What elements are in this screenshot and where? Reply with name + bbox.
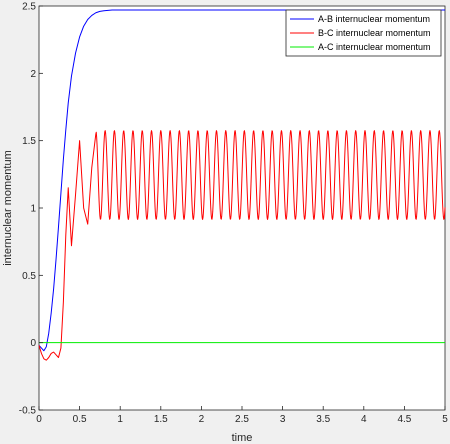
x-tick-label: 0 — [36, 414, 42, 425]
x-tick-label: 5 — [442, 414, 448, 425]
series-line-a-b — [38, 9, 445, 352]
x-axis-label: time — [232, 432, 253, 444]
y-tick-label: 1.5 — [22, 136, 36, 147]
series-line-b-c — [38, 130, 446, 361]
series-layer — [38, 9, 446, 361]
y-tick-label: 0.5 — [22, 271, 36, 282]
y-tick-label: -0.5 — [19, 406, 37, 417]
x-tick-label: 4 — [361, 414, 367, 425]
x-tick-label: 2 — [199, 414, 205, 425]
y-tick-label: 2 — [30, 69, 36, 80]
y-tick-label: 1 — [30, 204, 36, 215]
x-tick-label: 2.5 — [235, 414, 249, 425]
legend-label-a-b: A-B internuclear momentum — [318, 14, 430, 24]
y-tick-label: 2.5 — [22, 2, 36, 13]
y-axis-label: internuclear momentum — [2, 150, 14, 266]
x-tick-label: 1.5 — [154, 414, 168, 425]
ticks-layer: 0 0.5 1 1.5 2 2.5 3 3.5 4 4.5 5-0.500.511.522.5 — [19, 2, 448, 426]
legend-label-a-c: A-C internuclear momentum — [318, 42, 431, 52]
x-tick-label: 0.5 — [73, 414, 87, 425]
x-tick-label: 4.5 — [397, 414, 411, 425]
x-tick-label: 1 — [117, 414, 123, 425]
x-tick-label: 3 — [280, 414, 286, 425]
y-tick-label: 0 — [30, 338, 36, 349]
legend-label-b-c: B-C internuclear momentum — [318, 28, 431, 38]
legend: A-B internuclear momentum B-C internucle… — [285, 9, 442, 57]
x-tick-label: 3.5 — [316, 414, 330, 425]
